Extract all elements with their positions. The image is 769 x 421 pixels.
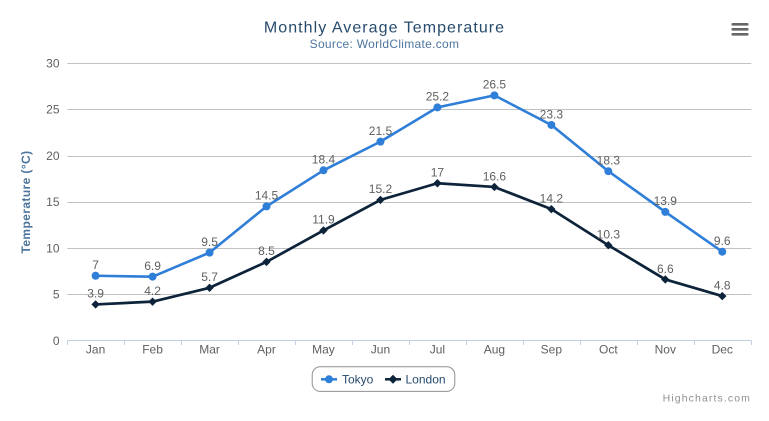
svg-text:Tokyo: Tokyo <box>342 373 374 387</box>
svg-text:May: May <box>312 343 335 357</box>
svg-text:Dec: Dec <box>712 343 733 357</box>
svg-text:16.6: 16.6 <box>483 169 507 183</box>
svg-text:Mar: Mar <box>199 343 220 357</box>
svg-text:3.9: 3.9 <box>87 287 104 301</box>
svg-text:15.2: 15.2 <box>369 182 393 196</box>
svg-text:14.5: 14.5 <box>255 189 279 203</box>
svg-text:Jun: Jun <box>371 343 390 357</box>
svg-text:14.2: 14.2 <box>540 191 564 205</box>
svg-text:5.7: 5.7 <box>201 270 218 284</box>
svg-text:Jul: Jul <box>430 343 445 357</box>
svg-text:17: 17 <box>431 166 445 180</box>
svg-text:9.5: 9.5 <box>201 235 218 249</box>
svg-text:Monthly Average Temperature: Monthly Average Temperature <box>264 20 505 37</box>
svg-text:20: 20 <box>46 149 60 163</box>
svg-text:4.8: 4.8 <box>714 278 731 292</box>
svg-text:13.9: 13.9 <box>654 194 678 208</box>
svg-text:Sep: Sep <box>541 343 563 357</box>
svg-text:23.3: 23.3 <box>540 107 564 121</box>
svg-text:Aug: Aug <box>484 343 505 357</box>
svg-text:30: 30 <box>46 56 60 70</box>
svg-text:26.5: 26.5 <box>483 78 507 92</box>
svg-text:10.3: 10.3 <box>597 228 621 242</box>
svg-text:9.6: 9.6 <box>714 234 731 248</box>
svg-text:6.9: 6.9 <box>144 259 161 273</box>
svg-text:18.4: 18.4 <box>312 153 336 167</box>
svg-text:25: 25 <box>46 103 60 117</box>
svg-text:Highcharts.com: Highcharts.com <box>663 393 751 405</box>
svg-text:7: 7 <box>92 258 99 272</box>
svg-text:25.2: 25.2 <box>426 90 450 104</box>
svg-text:21.5: 21.5 <box>369 124 393 138</box>
svg-text:6.6: 6.6 <box>657 262 674 276</box>
svg-text:Oct: Oct <box>599 343 618 357</box>
svg-text:11.9: 11.9 <box>312 213 335 227</box>
svg-text:8.5: 8.5 <box>258 244 275 258</box>
svg-text:4.2: 4.2 <box>144 284 161 298</box>
svg-text:0: 0 <box>53 334 60 348</box>
svg-text:Jan: Jan <box>86 343 105 357</box>
svg-text:Nov: Nov <box>655 343 676 357</box>
svg-text:Temperature (°C): Temperature (°C) <box>19 151 33 254</box>
svg-text:Feb: Feb <box>142 343 163 357</box>
svg-text:10: 10 <box>46 241 60 255</box>
svg-text:15: 15 <box>46 195 60 209</box>
svg-text:Source: WorldClimate.com: Source: WorldClimate.com <box>310 37 460 51</box>
svg-text:5: 5 <box>53 288 60 302</box>
svg-text:London: London <box>406 373 446 387</box>
svg-text:18.3: 18.3 <box>597 154 621 168</box>
svg-text:Apr: Apr <box>257 343 276 357</box>
